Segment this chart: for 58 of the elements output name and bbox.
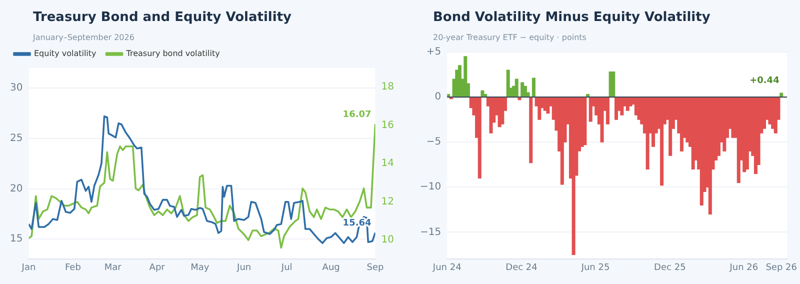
y-tick-label: 25: [10, 133, 23, 144]
y-tick-label: +5: [426, 46, 442, 58]
bar: [708, 97, 712, 214]
x-tick-label: Apr: [149, 262, 166, 273]
bar: [660, 97, 664, 186]
bar: [620, 97, 624, 116]
bar: [506, 70, 510, 97]
y-tick-label: 20: [10, 183, 23, 194]
y2-tick-label: 10: [381, 234, 394, 246]
bar: [546, 97, 550, 114]
x-tick-label: Jun 26: [728, 262, 758, 273]
legend-label: Treasury bond volatility: [125, 49, 220, 58]
bar: [458, 65, 462, 97]
y2-tick-label: 16: [381, 120, 394, 131]
annotation: +0.44: [750, 76, 780, 86]
x-tick-label: Dec 24: [506, 262, 538, 273]
bar: [529, 97, 533, 164]
bar: [612, 71, 616, 97]
y2-tick-label: 18: [381, 82, 394, 93]
x-tick-label: Jun 24: [432, 262, 462, 273]
y-tick-label: 0: [434, 92, 442, 103]
chart-subtitle: 20-year Treasury ETF − equity · points: [433, 33, 586, 42]
chart-title: Treasury Bond and Equity Volatility: [33, 10, 292, 25]
x-tick-label: May: [190, 262, 210, 273]
bar: [583, 97, 587, 146]
x-tick-label: Jun: [236, 262, 252, 273]
bar: [614, 97, 618, 120]
x-tick-label: Jul: [280, 262, 292, 273]
bar: [514, 78, 518, 97]
bar: [538, 97, 542, 120]
bar: [668, 97, 672, 156]
y-tick-label: −5: [426, 136, 442, 148]
x-tick-label: Jun 25: [580, 262, 610, 273]
y2-tick-label: 12: [381, 196, 394, 208]
y-tick-label: 30: [10, 82, 23, 94]
x-tick-label: Mar: [104, 262, 122, 273]
y2-tick-label: 14: [381, 158, 394, 170]
x-tick-label: Dec 25: [654, 262, 686, 273]
y-tick-label: −10: [420, 182, 442, 193]
y-tick-label: 15: [10, 234, 23, 245]
y-tick-label: −15: [420, 226, 442, 238]
x-tick-label: Feb: [64, 262, 82, 273]
legend-label: Equity volatility: [34, 49, 97, 58]
bar: [464, 56, 468, 97]
chart-title: Bond Volatility Minus Equity Volatility: [433, 10, 710, 25]
x-tick-label: Sep: [366, 262, 384, 273]
chart-subtitle: January–September 2026: [33, 33, 134, 42]
x-tick-label: Jan: [20, 262, 36, 273]
bar: [600, 97, 604, 142]
bar: [500, 97, 504, 124]
bar: [606, 97, 610, 124]
x-tick-label: Aug: [322, 262, 340, 273]
bar: [478, 97, 482, 178]
bar: [523, 86, 527, 97]
data-label: 16.07: [342, 110, 372, 120]
bar: [532, 78, 536, 97]
x-tick-label: Sep 26: [766, 262, 798, 273]
bar: [560, 97, 564, 185]
